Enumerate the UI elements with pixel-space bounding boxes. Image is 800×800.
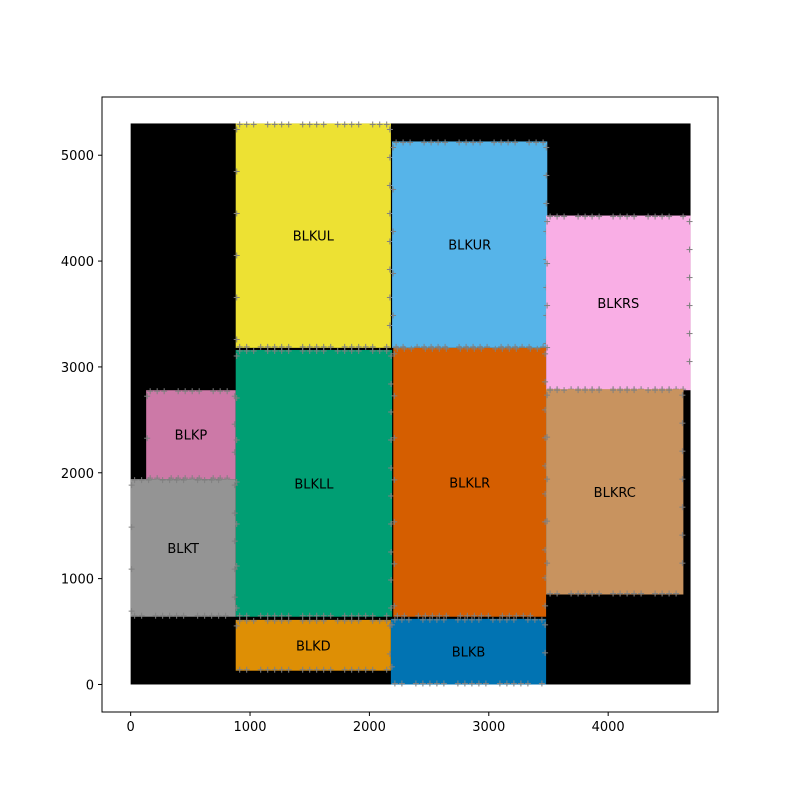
- block-rect: [235, 619, 391, 671]
- axes-layer: 0 1000 2000 3000 4000 0 1000 2000 3000 4000 5000: [61, 96, 719, 735]
- block-rect: [390, 618, 547, 685]
- block-rect: [546, 389, 684, 595]
- x-tick-label: 3000: [472, 720, 505, 735]
- y-tick-label: 1000: [61, 573, 94, 588]
- block-pins: [233, 121, 393, 350]
- block-pins: [388, 616, 549, 687]
- x-tick-label: 1000: [233, 720, 266, 735]
- block-rect: [235, 349, 393, 617]
- block-label: BLKUR: [448, 239, 491, 254]
- block-label: BLKLR: [449, 476, 490, 491]
- block-label: BLKRS: [597, 297, 639, 312]
- block-rect: [546, 215, 691, 391]
- block-label: BLKLL: [294, 477, 334, 492]
- block-label: BLKUL: [293, 230, 335, 245]
- block-rect: [146, 390, 236, 480]
- block-rect: [130, 479, 236, 617]
- block-label: BLKB: [452, 646, 486, 661]
- block-label: BLKT: [167, 542, 199, 557]
- x-tick-label: 4000: [592, 720, 625, 735]
- block-blkp: BLKP: [144, 388, 238, 482]
- block-blkrc: BLKRC: [544, 387, 686, 597]
- block-blkrs: BLKRS: [544, 213, 693, 393]
- x-tick-label: 2000: [353, 720, 386, 735]
- block-blkt: BLKT: [128, 477, 238, 619]
- block-pins: [128, 477, 238, 619]
- block-blkd: BLKD: [233, 617, 393, 673]
- block-label: BLKRC: [594, 486, 636, 501]
- block-pins: [391, 345, 549, 619]
- block-pins: [233, 617, 393, 673]
- block-rect: [392, 141, 548, 348]
- y-tick-label: 0: [86, 678, 94, 693]
- axes-frame: [101, 96, 719, 713]
- block-pins: [544, 387, 686, 597]
- y-tick-label: 5000: [61, 149, 94, 164]
- y-tick-label: 2000: [61, 467, 94, 482]
- block-blkul: BLKUL: [233, 121, 393, 350]
- block-label: BLKD: [296, 639, 331, 654]
- blocks-layer: BLKUL BLKUR BLKRS BLKP BLKLL BLKLR BLKRC BLKT BL…: [128, 121, 693, 687]
- block-blklr: BLKLR: [391, 345, 549, 619]
- block-rect: [393, 347, 547, 617]
- block-blkb: BLKB: [388, 616, 549, 687]
- y-tick-label: 4000: [61, 255, 94, 270]
- block-blkur: BLKUR: [390, 139, 550, 350]
- y-tick-label: 3000: [61, 361, 94, 376]
- x-tick-label: 0: [127, 720, 135, 735]
- block-rect: [235, 123, 391, 348]
- block-label: BLKP: [175, 429, 208, 444]
- block-blkll: BLKLL: [233, 347, 395, 619]
